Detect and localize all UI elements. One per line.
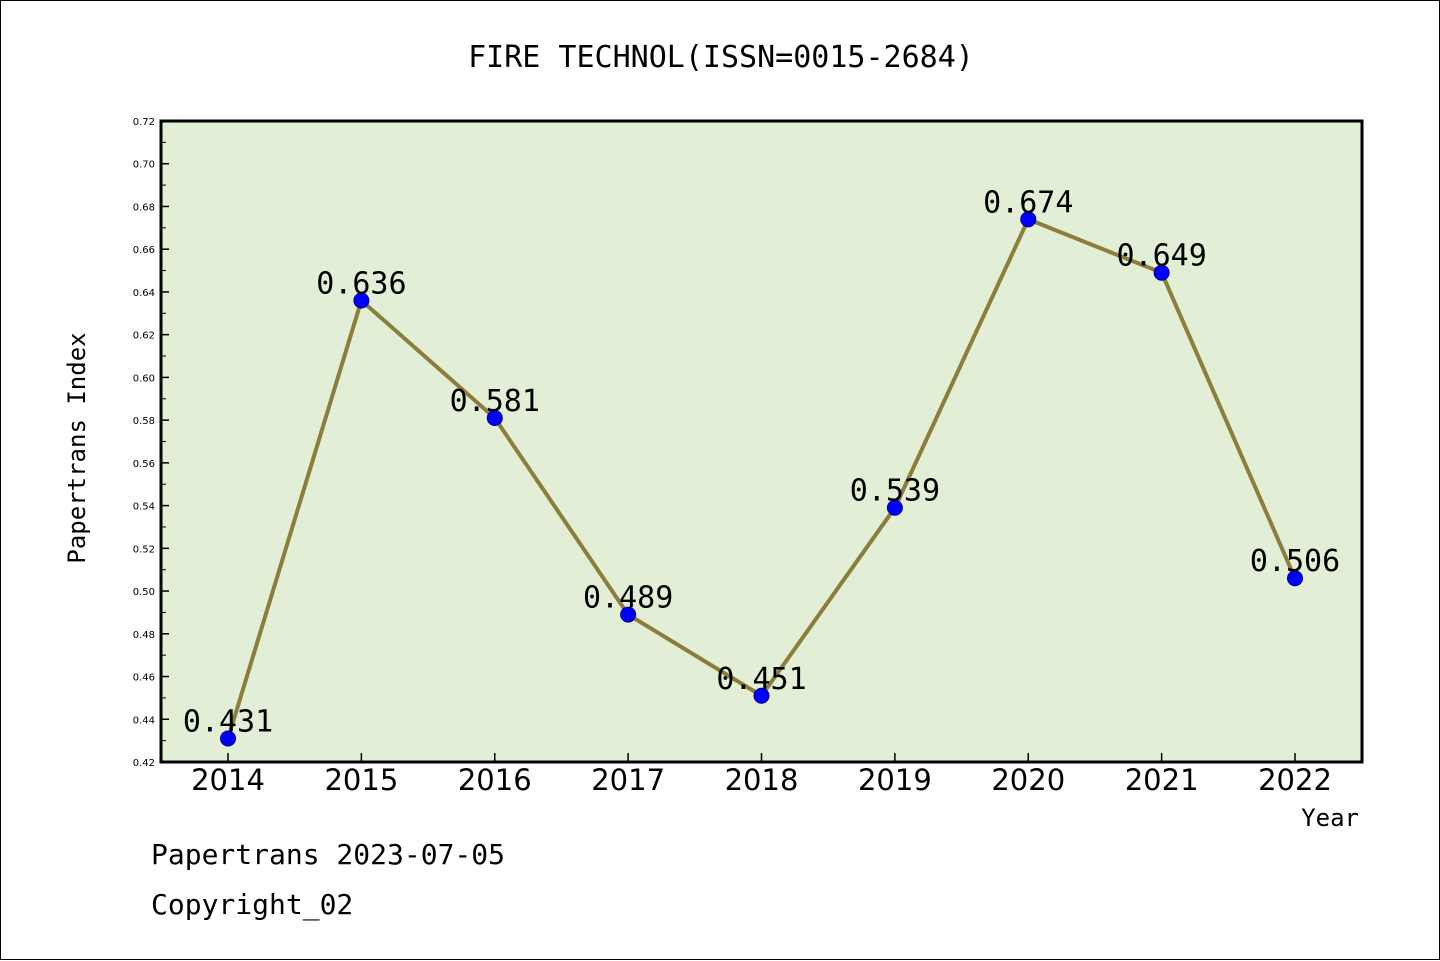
data-point xyxy=(353,292,370,309)
y-axis-label: Papertrans Index xyxy=(63,332,91,563)
plot-area xyxy=(159,119,1364,764)
chart-title: FIRE TECHNOL(ISSN=0015-2684) xyxy=(468,40,974,75)
x-tick-label: 2017 xyxy=(591,763,665,797)
x-tick-label: 2021 xyxy=(1125,763,1199,797)
y-tick-label: 0.70 xyxy=(133,160,155,171)
data-point xyxy=(1153,264,1170,281)
x-tick-label: 2019 xyxy=(858,763,932,797)
data-point xyxy=(886,499,903,516)
y-tick-label: 0.60 xyxy=(133,373,155,384)
x-tick-label: 2018 xyxy=(725,763,799,797)
y-tick-label: 0.68 xyxy=(133,202,155,213)
data-label: 0.581 xyxy=(450,384,540,419)
x-axis: 2014 2015 2016 2017 2018 2019 2020 2021 2022 xyxy=(191,753,1332,797)
data-label: 0.649 xyxy=(1116,239,1206,274)
data-point xyxy=(1020,211,1037,228)
footer-date: Papertrans 2023-07-05 xyxy=(151,838,505,871)
data-point xyxy=(753,687,770,704)
x-tick-label: 2020 xyxy=(991,763,1065,797)
data-point xyxy=(620,606,637,623)
data-label: 0.451 xyxy=(716,662,806,697)
y-tick-label: 0.62 xyxy=(133,331,155,342)
y-tick-label: 0.54 xyxy=(133,502,155,513)
y-tick-label: 0.66 xyxy=(133,245,155,256)
data-point xyxy=(1287,570,1303,587)
y-tick-label: 0.42 xyxy=(133,758,155,769)
data-point xyxy=(486,409,503,426)
data-label: 0.489 xyxy=(583,581,673,616)
y-tick-label: 0.64 xyxy=(133,288,155,299)
y-tick-label: 0.48 xyxy=(133,630,155,641)
data-point xyxy=(220,730,236,747)
x-axis-label: Year xyxy=(1301,804,1359,832)
footer-copyright: Copyright_02 xyxy=(151,888,353,922)
y-tick-label: 0.46 xyxy=(133,673,155,684)
y-tick-label: 0.50 xyxy=(133,587,155,598)
data-labels: 0.431 0.636 0.581 0.489 0.451 0.539 0.674 0.649… xyxy=(183,185,1340,739)
x-tick-label: 2014 xyxy=(191,763,265,797)
y-tick-label: 0.58 xyxy=(133,416,155,427)
data-label: 0.431 xyxy=(183,704,273,739)
y-tick-label: 0.52 xyxy=(133,544,155,555)
x-tick-label: 2022 xyxy=(1258,763,1332,797)
data-label: 0.506 xyxy=(1250,544,1340,579)
y-tick-label: 0.72 xyxy=(133,117,155,128)
y-tick-label: 0.44 xyxy=(133,715,155,726)
series-markers xyxy=(220,211,1303,747)
x-tick-label: 2016 xyxy=(458,763,532,797)
data-label: 0.674 xyxy=(983,185,1073,220)
x-tick-label: 2015 xyxy=(324,763,398,797)
data-label: 0.636 xyxy=(316,266,406,301)
data-label: 0.539 xyxy=(850,474,940,509)
y-axis: 0.42 0.44 0.46 0.48 0.50 0.52 0.54 0.56 0.58 0.60… xyxy=(133,117,169,769)
y-tick-label: 0.56 xyxy=(133,459,155,470)
